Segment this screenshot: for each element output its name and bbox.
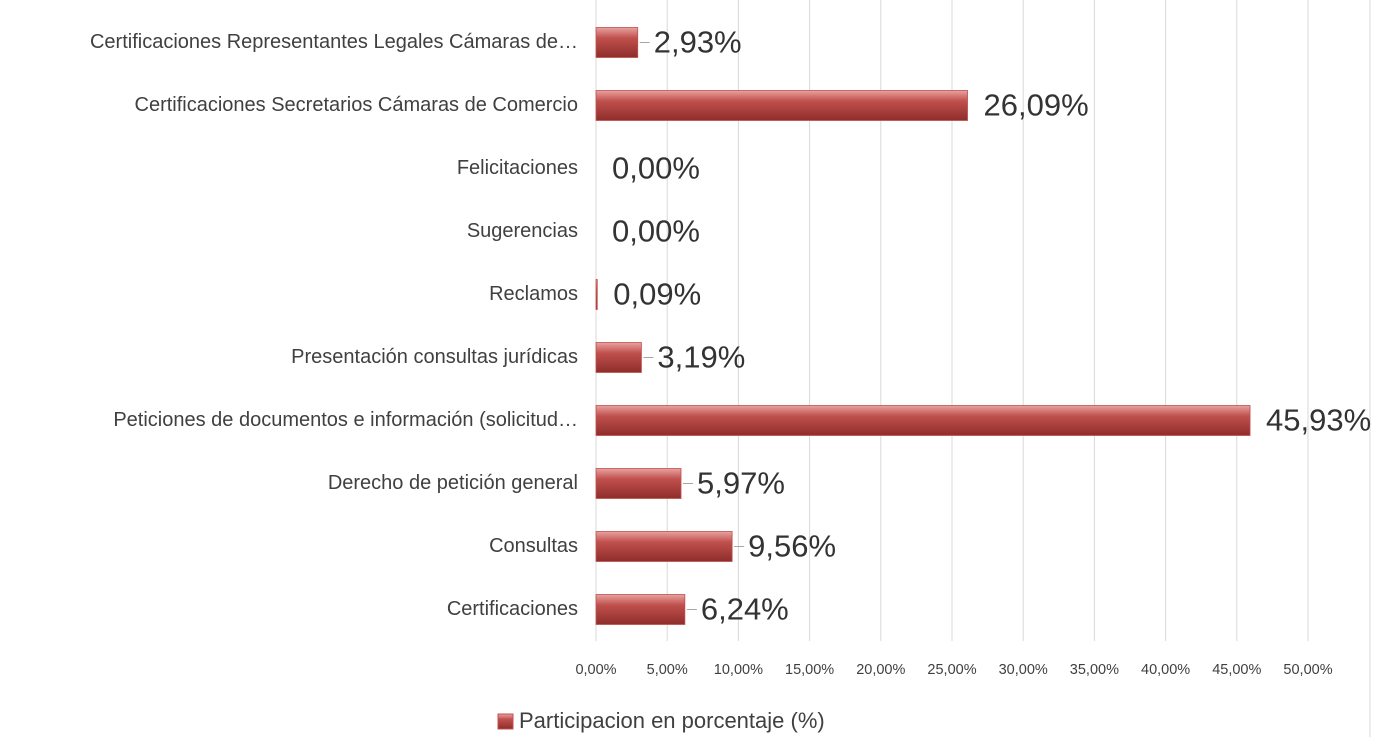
data-label: 0,00% (612, 214, 700, 249)
x-tick-label: 5,00% (647, 662, 688, 678)
x-tick-label: 40,00% (1141, 662, 1190, 678)
bar (595, 405, 1251, 436)
data-label: 5,97% (697, 466, 785, 501)
bar (595, 27, 639, 58)
x-tick-label: 35,00% (1070, 662, 1119, 678)
x-tick-label: 10,00% (714, 662, 763, 678)
category-label: Sugerencias (467, 220, 578, 242)
data-label: 26,09% (984, 88, 1089, 123)
data-label: 2,93% (654, 25, 742, 60)
category-label: Reclamos (489, 283, 578, 305)
category-label: Presentación consultas jurídicas (291, 346, 578, 368)
data-label: 6,24% (701, 592, 789, 627)
x-tick-label: 45,00% (1212, 662, 1261, 678)
data-label: 3,19% (657, 340, 745, 375)
x-tick-label: 25,00% (927, 662, 976, 678)
bar (595, 468, 682, 499)
data-label: 0,09% (613, 277, 701, 312)
x-tick-label: 15,00% (785, 662, 834, 678)
category-label: Derecho de petición general (328, 472, 578, 494)
legend-swatch (497, 713, 514, 730)
bar (595, 342, 642, 373)
data-label: 45,93% (1266, 403, 1371, 438)
x-tick-label: 30,00% (999, 662, 1048, 678)
category-label: Certificaciones (447, 598, 578, 620)
category-label: Certificaciones Secretarios Cámaras de C… (135, 94, 579, 116)
data-label: 0,00% (612, 151, 700, 186)
bar (595, 279, 598, 310)
x-tick-label: 20,00% (856, 662, 905, 678)
category-label: Felicitaciones (457, 157, 578, 179)
legend-label: Participacion en porcentaje (%) (519, 708, 825, 733)
x-tick-label: 50,00% (1283, 662, 1332, 678)
x-tick-label: 0,00% (575, 662, 616, 678)
bar (595, 531, 733, 562)
bar (595, 90, 968, 121)
category-label: Peticiones de documentos e información (… (113, 409, 578, 431)
category-label: Certificaciones Representantes Legales C… (90, 31, 578, 53)
category-label: Consultas (489, 535, 578, 557)
bar (595, 594, 686, 625)
data-label: 9,56% (748, 529, 836, 564)
